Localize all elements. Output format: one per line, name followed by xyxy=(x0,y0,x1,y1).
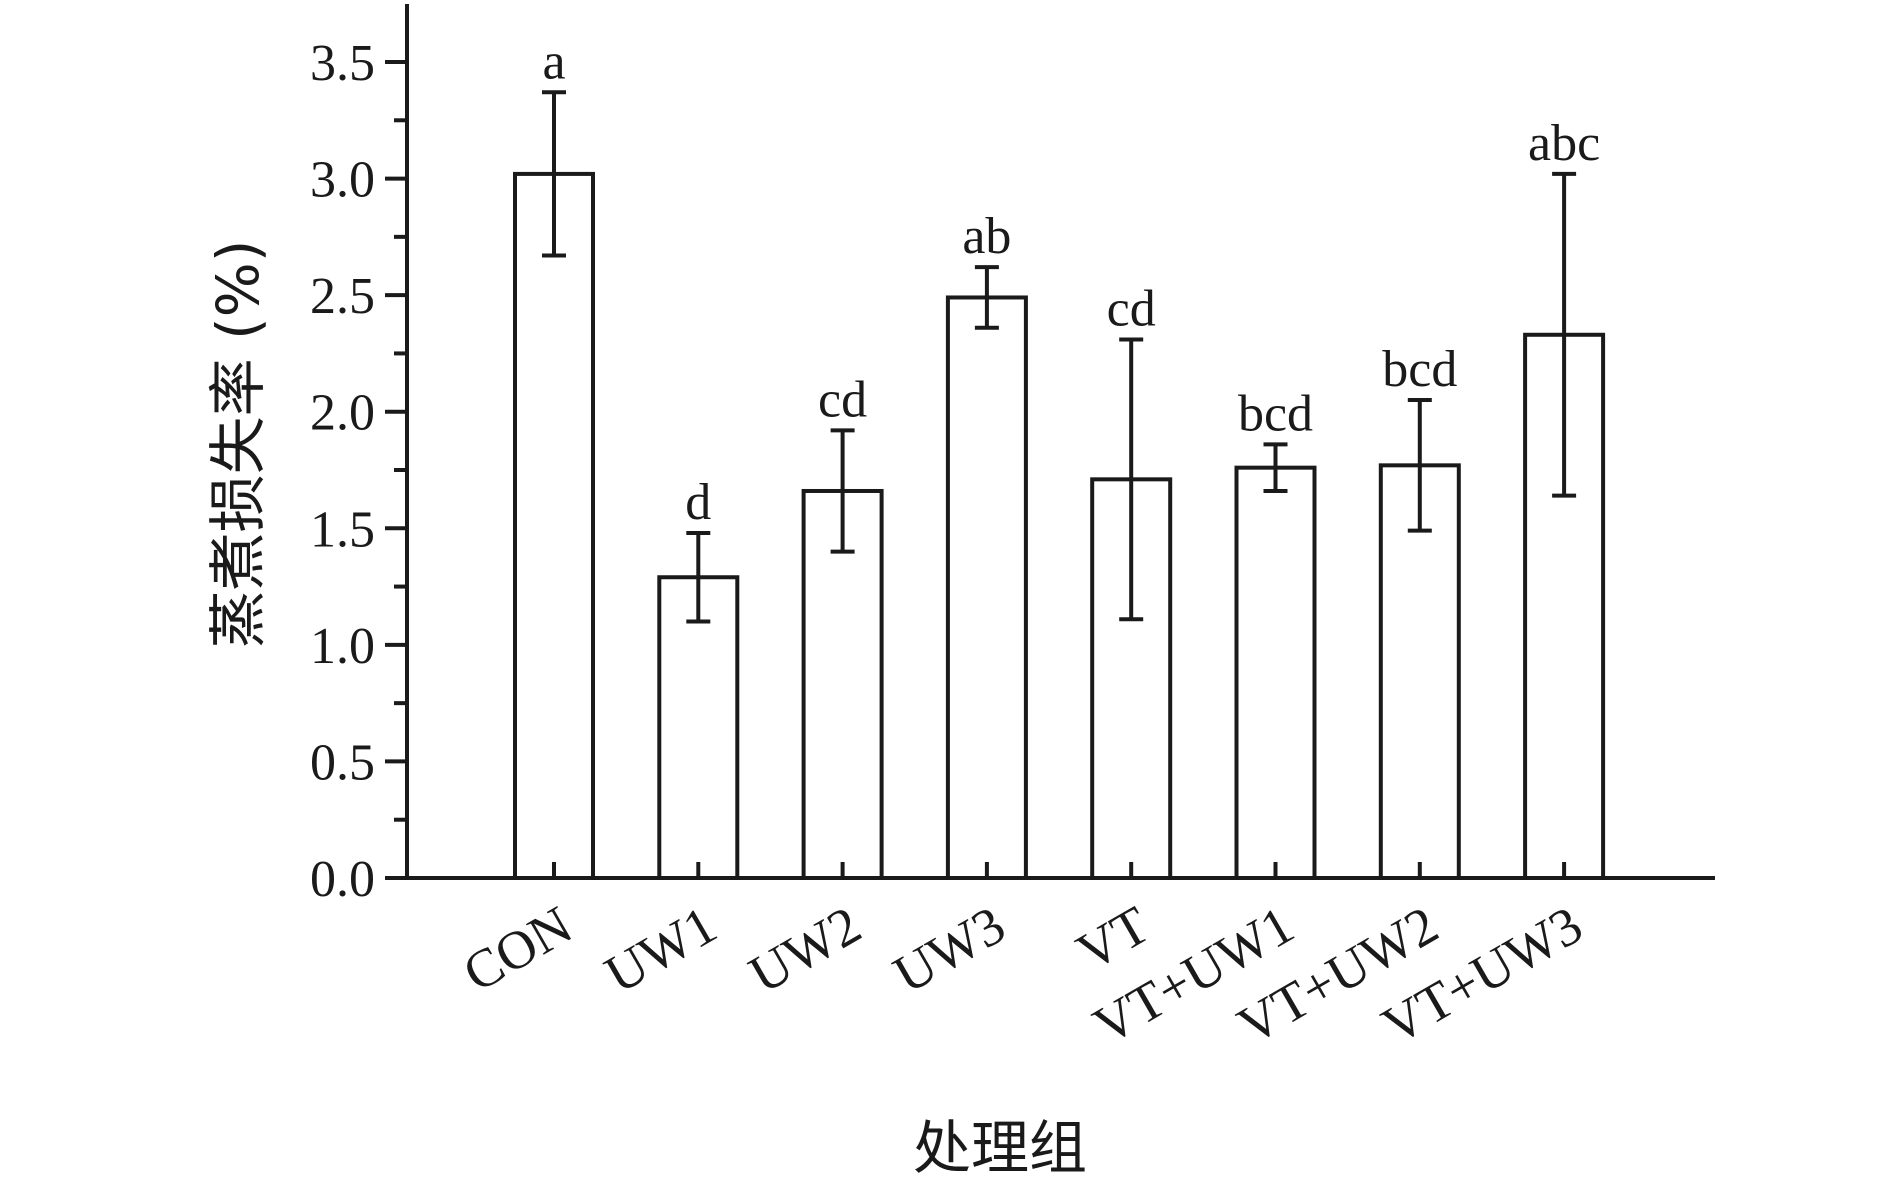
significance-label-1: a xyxy=(542,33,565,90)
x-axis-title: 处理组 xyxy=(913,1114,1087,1182)
y-axis-title: 蒸煮损失率 (%) xyxy=(204,240,272,649)
significance-label-7: bcd xyxy=(1382,341,1457,398)
y-tick-label-0: 0.0 xyxy=(310,851,375,908)
y-tick-label-6: 3.0 xyxy=(310,152,375,209)
bars-layer: aCONdUW1cdUW2abUW3cdVTbcdVT+UW1bcdVT+UW2… xyxy=(453,33,1606,1056)
x-tick-label-1: CON xyxy=(453,894,582,1003)
significance-label-8: abc xyxy=(1528,115,1600,172)
y-tick-label-5: 2.5 xyxy=(310,268,375,325)
x-tick-label-2: UW1 xyxy=(595,894,726,1004)
significance-label-4: ab xyxy=(962,208,1011,265)
bar-6 xyxy=(1234,465,1317,880)
x-tick-label-4: UW3 xyxy=(884,894,1015,1004)
y-tick-label-2: 1.0 xyxy=(310,618,375,675)
y-tick-label-4: 2.0 xyxy=(310,385,375,442)
significance-label-2: d xyxy=(685,474,711,531)
significance-label-6: bcd xyxy=(1238,385,1313,442)
significance-label-5: cd xyxy=(1107,280,1156,337)
y-tick-label-7: 3.5 xyxy=(310,35,375,92)
significance-label-3: cd xyxy=(818,371,867,428)
bar-3 xyxy=(801,488,884,880)
bar-4 xyxy=(945,295,1028,880)
y-tick-label-1: 0.5 xyxy=(310,734,375,791)
axes-layer: 0.0 0.5 1.0 1.5 2.0 2.5 3.0 3.5 xyxy=(310,4,1715,908)
y-tick-label-3: 1.5 xyxy=(310,501,375,558)
bar-1 xyxy=(513,171,595,880)
x-tick-label-3: UW2 xyxy=(739,894,870,1004)
bar-2 xyxy=(657,575,740,880)
